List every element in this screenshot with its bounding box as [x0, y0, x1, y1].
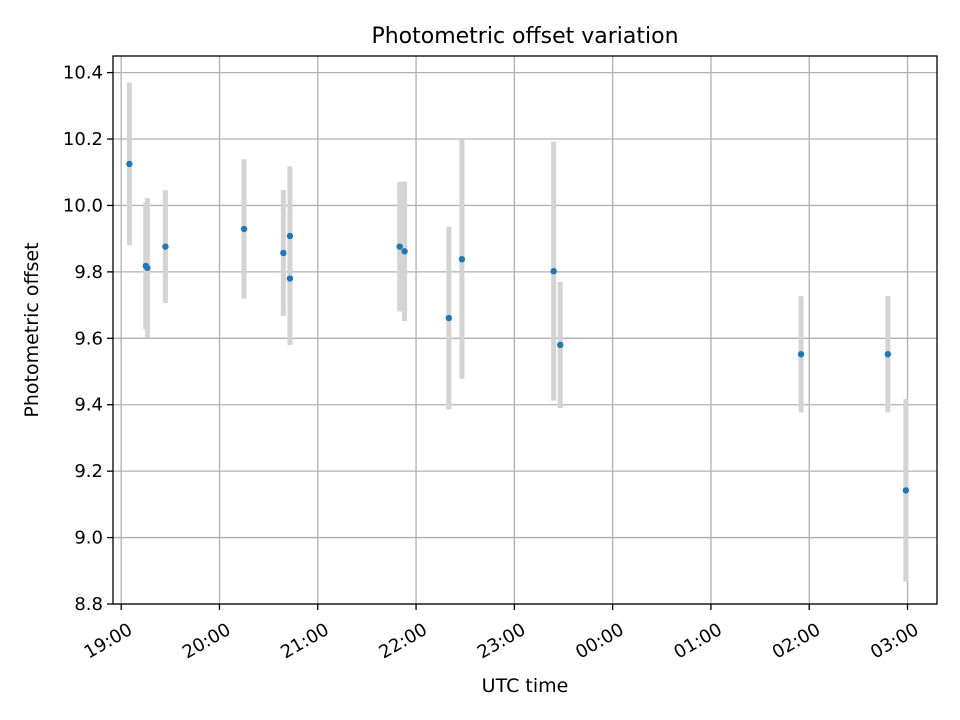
data-point [280, 249, 287, 257]
data-point [240, 225, 248, 233]
x-axis-ticks: 19:00 20:00 21:00 22:00 23:00 00:00 01:00 02:00… [81, 604, 922, 663]
error-bars [126, 82, 909, 582]
x-tick-label: 21:00 [277, 619, 332, 663]
data-point [396, 243, 403, 250]
x-tick-label: 23:00 [474, 619, 529, 663]
y-tick-label: 9.2 [74, 461, 103, 482]
y-axis-ticks: 8.8 9.0 9.2 9.4 9.6 9.8 10.0 10.2 10.4 [63, 63, 113, 615]
x-tick-label: 19:00 [81, 619, 136, 663]
data-points [126, 160, 910, 494]
y-axis-label: Photometric offset [21, 242, 43, 417]
data-point [557, 341, 564, 349]
y-tick-label: 10.0 [63, 195, 103, 216]
y-tick-label: 9.4 [74, 395, 103, 416]
chart-title: Photometric offset variation [371, 24, 678, 49]
x-tick-label: 02:00 [769, 619, 824, 663]
x-tick-label: 00:00 [572, 619, 627, 663]
y-tick-label: 10.2 [63, 129, 103, 150]
data-point [797, 351, 805, 358]
x-tick-label: 20:00 [179, 619, 234, 663]
y-tick-label: 9.6 [74, 328, 103, 349]
data-point [286, 275, 294, 282]
data-point [550, 268, 557, 275]
data-point [162, 243, 169, 250]
y-tick-label: 10.4 [63, 63, 103, 84]
y-tick-label: 9.0 [74, 528, 103, 549]
x-tick-label: 22:00 [376, 619, 431, 663]
data-point [445, 314, 453, 322]
y-tick-label: 8.8 [74, 594, 103, 615]
data-point [884, 351, 892, 358]
x-tick-label: 01:00 [670, 619, 725, 663]
data-point [902, 487, 910, 494]
y-tick-label: 9.8 [74, 262, 103, 283]
data-point [401, 248, 408, 255]
plot-frame [112, 55, 938, 605]
data-point [144, 264, 151, 272]
grid-lines [113, 56, 937, 605]
x-axis-label: UTC time [482, 675, 569, 697]
data-point [286, 232, 294, 240]
x-tick-label: 03:00 [867, 619, 922, 663]
data-point [126, 160, 133, 168]
data-point [458, 256, 466, 263]
